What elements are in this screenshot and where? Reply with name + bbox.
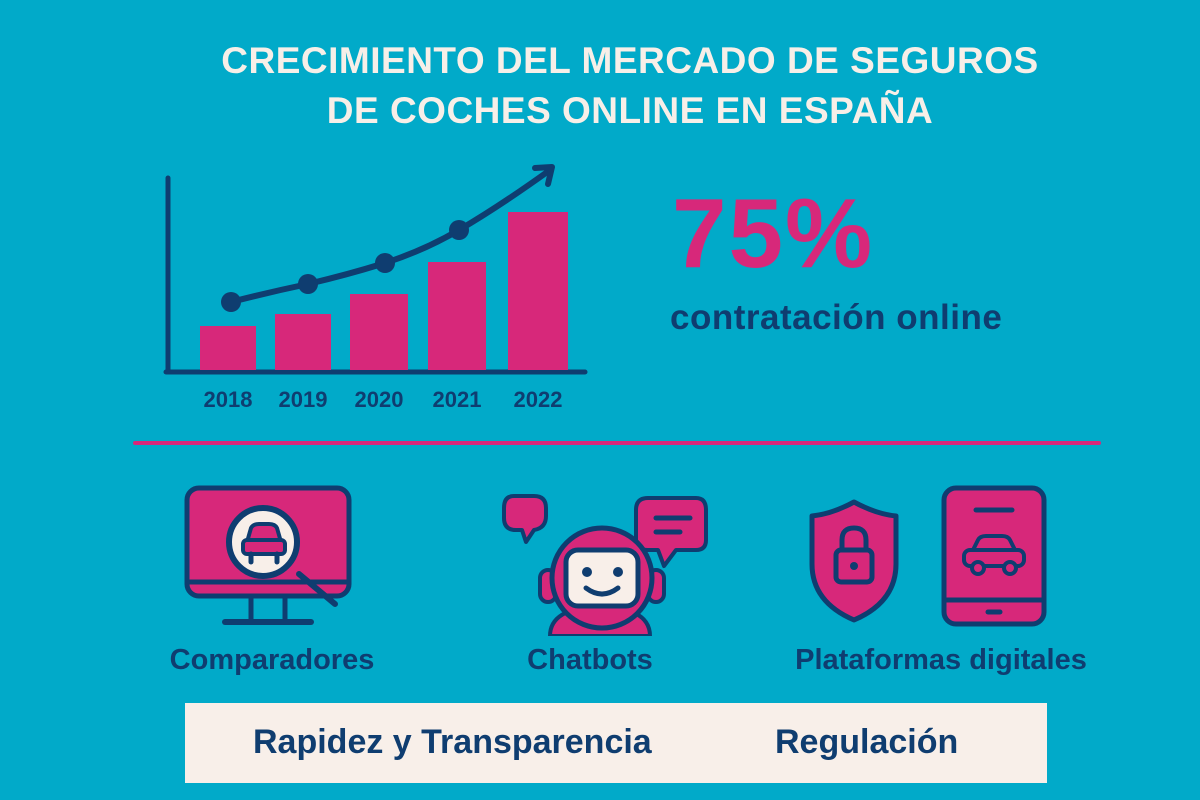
stat-caption: contratación online	[670, 298, 1003, 337]
trend-point-2021	[449, 220, 469, 240]
stat-value: 75%	[672, 178, 875, 288]
shield-lock-and-tablet-car-icon	[809, 485, 1047, 627]
trend-point-2019	[298, 274, 318, 294]
trend-line	[228, 167, 553, 305]
feature-label-comparadores: Comparadores	[169, 644, 375, 676]
shield-lock-icon	[809, 499, 899, 623]
title-line-2: DE COCHES ONLINE EN ESPAÑA	[326, 90, 934, 131]
x-tick-2018: 2018	[203, 387, 253, 412]
monitor-magnifier-car-icon	[184, 485, 352, 625]
bar-2021	[428, 262, 486, 370]
bar-2018	[200, 326, 256, 370]
bar-2020	[350, 294, 408, 370]
bottom-banner: Rapidez y Transparencia Regulación	[185, 703, 1047, 783]
trend-arrow-icon	[532, 164, 555, 187]
banner-item-rapidez-transparencia: Rapidez y Transparencia	[253, 723, 652, 761]
bar-2019	[275, 314, 331, 370]
feature-label-plataformas-digitales: Plataformas digitales	[795, 644, 1087, 676]
x-tick-2022: 2022	[513, 387, 563, 412]
growth-bar-chart: 2018 2019 2020 2021 2022	[150, 150, 610, 420]
robot-chat-icon	[502, 494, 708, 636]
feature-label-chatbots: Chatbots	[527, 644, 653, 676]
x-tick-2020: 2020	[354, 387, 404, 412]
chart-plot	[163, 164, 588, 375]
banner-item-regulacion: Regulación	[775, 723, 959, 761]
x-tick-2019: 2019	[278, 387, 328, 412]
x-tick-2021: 2021	[432, 387, 482, 412]
section-divider	[133, 441, 1101, 445]
title-line-1: CRECIMIENTO DEL MERCADO DE SEGUROS	[221, 40, 1039, 81]
bar-2022	[508, 212, 568, 370]
trend-point-2018	[221, 292, 241, 312]
tablet-car-icon	[941, 485, 1047, 627]
page-title: CRECIMIENTO DEL MERCADO DE SEGUROS DE CO…	[0, 36, 1200, 136]
trend-point-2020	[375, 253, 395, 273]
